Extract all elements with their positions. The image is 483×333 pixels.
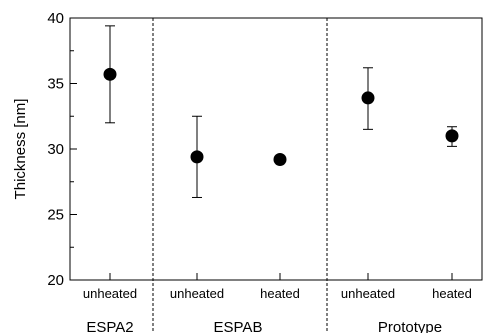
- group-label: ESPAB: [214, 319, 263, 333]
- x-axis: unheated unheated heated unheated heated ESPA…: [83, 273, 472, 333]
- x-category-label: unheated: [341, 286, 395, 301]
- data-points: [103, 67, 459, 166]
- y-tick-label: 20: [47, 272, 64, 289]
- error-bars: [105, 25, 457, 198]
- y-tick-label: 35: [47, 76, 64, 93]
- data-point: [103, 67, 117, 81]
- y-axis: 20 25 30 35 40: [47, 10, 77, 289]
- x-category-label: unheated: [170, 286, 224, 301]
- y-axis-label: Thickness [nm]: [12, 99, 29, 200]
- data-point: [273, 152, 287, 166]
- plot-area-border: [69, 17, 483, 281]
- data-point: [445, 129, 459, 143]
- x-category-label: unheated: [83, 286, 137, 301]
- x-category-label: heated: [432, 286, 472, 301]
- plot-frame: [69, 17, 483, 281]
- data-point: [190, 150, 204, 164]
- group-label: Prototype: [378, 319, 442, 333]
- group-separators: [152, 18, 328, 333]
- y-tick-label: 25: [47, 207, 64, 224]
- group-label: ESPA2: [86, 319, 133, 333]
- y-tick-label: 30: [47, 141, 64, 158]
- data-point: [361, 91, 375, 105]
- x-category-label: heated: [260, 286, 300, 301]
- y-tick-label: 40: [47, 10, 64, 27]
